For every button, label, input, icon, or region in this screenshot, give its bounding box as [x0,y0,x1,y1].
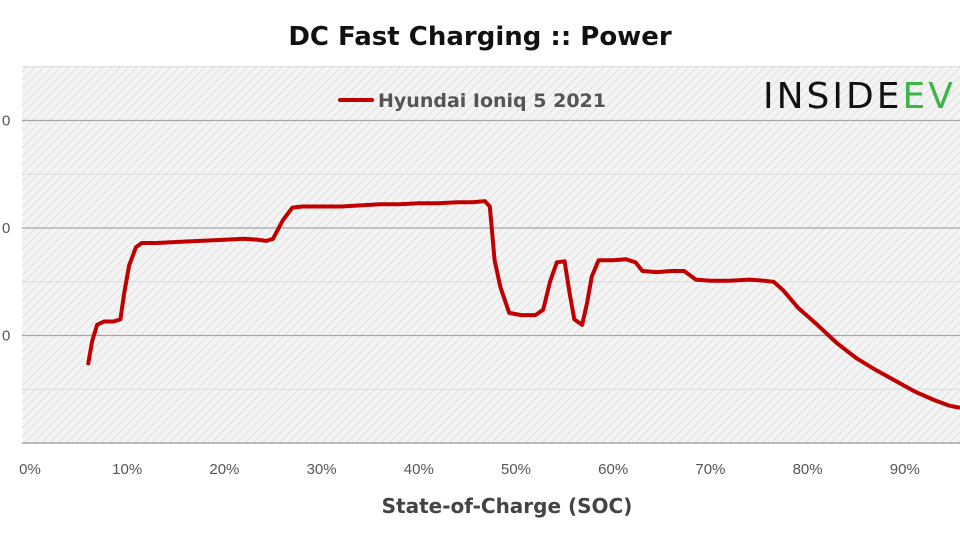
legend-label: Hyundai Ioniq 5 2021 [378,90,606,112]
logo-ev: EV [902,76,955,117]
x-tick-label: 30% [307,461,337,478]
y-tick-labels: 0 0 0 [2,113,10,345]
x-tick-label: 10% [112,461,142,478]
x-tick-labels: 0% 10% 20% 30% 40% 50% 60% 70% 80% 90% [19,461,920,478]
x-tick-label: 80% [793,461,823,478]
y-tick-label: 0 [2,113,10,130]
x-tick-label: 70% [695,461,725,478]
x-tick-label: 40% [404,461,434,478]
x-tick-label: 60% [598,461,628,478]
x-tick-label: 0% [19,461,41,478]
insideevs-logo: INSIDEEV [763,76,956,117]
x-tick-label: 50% [501,461,531,478]
x-axis-label: State-of-Charge (SOC) [382,494,633,518]
x-tick-label: 20% [209,461,239,478]
logo-inside: INSIDE [763,76,902,117]
x-tick-label: 90% [890,461,920,478]
y-tick-label: 0 [2,220,10,237]
chart-title: DC Fast Charging :: Power [288,22,672,52]
minor-gridlines [22,66,960,390]
series-line-hyundai-ioniq-5 [86,199,960,410]
plot-area [22,66,960,443]
legend: Hyundai Ioniq 5 2021 [338,90,606,112]
y-tick-label: 0 [2,328,10,345]
